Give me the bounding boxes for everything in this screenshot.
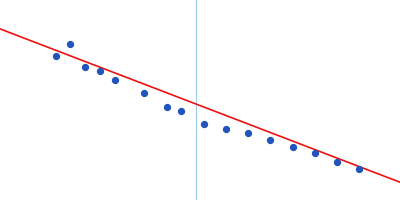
Point [245, 132, 251, 135]
Point [223, 127, 229, 130]
Point [97, 70, 103, 73]
Point [178, 110, 185, 113]
Point [52, 54, 59, 57]
Point [200, 123, 207, 126]
Point [312, 152, 318, 155]
Point [334, 161, 340, 164]
Point [267, 138, 274, 142]
Point [356, 167, 362, 170]
Point [164, 105, 170, 108]
Point [82, 65, 88, 68]
Point [67, 43, 74, 46]
Point [141, 92, 148, 95]
Point [289, 145, 296, 148]
Point [112, 78, 118, 82]
